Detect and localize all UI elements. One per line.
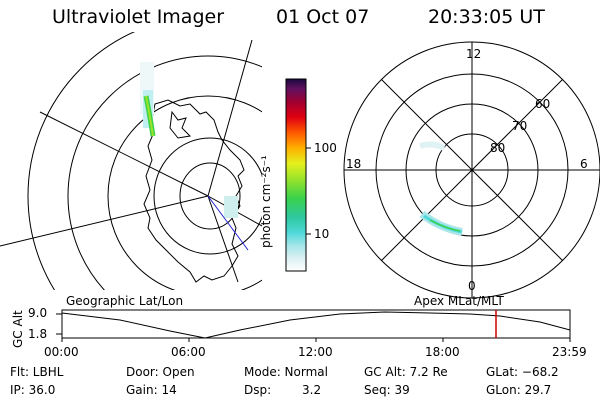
altitude-xtick: 00:00: [44, 345, 79, 359]
status-mode: Mode: Normal: [244, 365, 328, 379]
status-ip: IP: 36.0: [10, 383, 56, 397]
status-glat: GLat: −68.2: [486, 365, 559, 379]
lat-circle: [107, 95, 262, 290]
coastline: [143, 99, 245, 283]
mlt-label-0: 0: [468, 279, 476, 293]
status-dsp-label: Dsp:: [244, 383, 272, 397]
lat-circle: [179, 162, 241, 230]
polar-plot: [343, 41, 600, 299]
altitude-xtick: 18:00: [425, 345, 460, 359]
altitude-xtick: 12:00: [298, 345, 333, 359]
meridian: [207, 195, 239, 283]
header-date: 01 Oct 07: [276, 6, 370, 28]
altitude-xtick: 23:59: [552, 345, 587, 359]
header-time: 20:33:05 UT: [428, 6, 545, 28]
status-gain: Gain: 14: [126, 383, 177, 397]
altitude-curve: [61, 311, 571, 339]
aurora-geo: [140, 62, 238, 218]
altitude-right-caption: Apex MLat/MLT: [414, 294, 504, 308]
mlt-label-12: 12: [466, 47, 482, 61]
colorbar-tick-100: 100: [314, 141, 337, 155]
status-seq: Seq: 39: [364, 383, 410, 397]
lat-label-60: 60: [535, 97, 551, 111]
altitude-xtick: 06:00: [171, 345, 206, 359]
meridian: [39, 111, 209, 197]
status-glon: GLon: 29.7: [486, 383, 552, 397]
meridian: [207, 39, 253, 197]
colorbar: [285, 78, 311, 272]
altitude-left-caption: Geographic Lat/Lon: [66, 294, 184, 308]
aurora-polar: [419, 141, 463, 236]
lat-circle: [27, 32, 136, 290]
geographic-map: [0, 32, 262, 290]
mlt-label-18: 18: [346, 157, 362, 171]
status-filter: Flt: LBHL: [10, 365, 64, 379]
lat-label-70: 70: [512, 119, 528, 133]
satellite-track: [207, 195, 249, 251]
lat-circle: [67, 55, 262, 290]
altitude-ytick-high: 9.0: [28, 306, 48, 320]
mlt-label-6: 6: [580, 157, 588, 171]
lat-circle: [153, 137, 262, 255]
status-dsp-value: 3.2: [302, 383, 322, 397]
status-door: Door: Open: [126, 365, 195, 379]
lat-label-80: 80: [490, 141, 506, 155]
meridian: [0, 195, 209, 247]
coastline: [169, 110, 192, 139]
altitude-plot: [56, 309, 571, 342]
instrument-title: Ultraviolet Imager: [52, 6, 225, 28]
altitude-ylabel: GC Alt: [11, 310, 25, 348]
colorbar-unit-label: photon cm⁻²s⁻¹: [259, 155, 273, 248]
status-gc-alt: GC Alt: 7.2 Re: [364, 365, 448, 379]
altitude-ytick-low: 1.8: [28, 327, 48, 341]
colorbar-tick-10: 10: [314, 227, 330, 241]
